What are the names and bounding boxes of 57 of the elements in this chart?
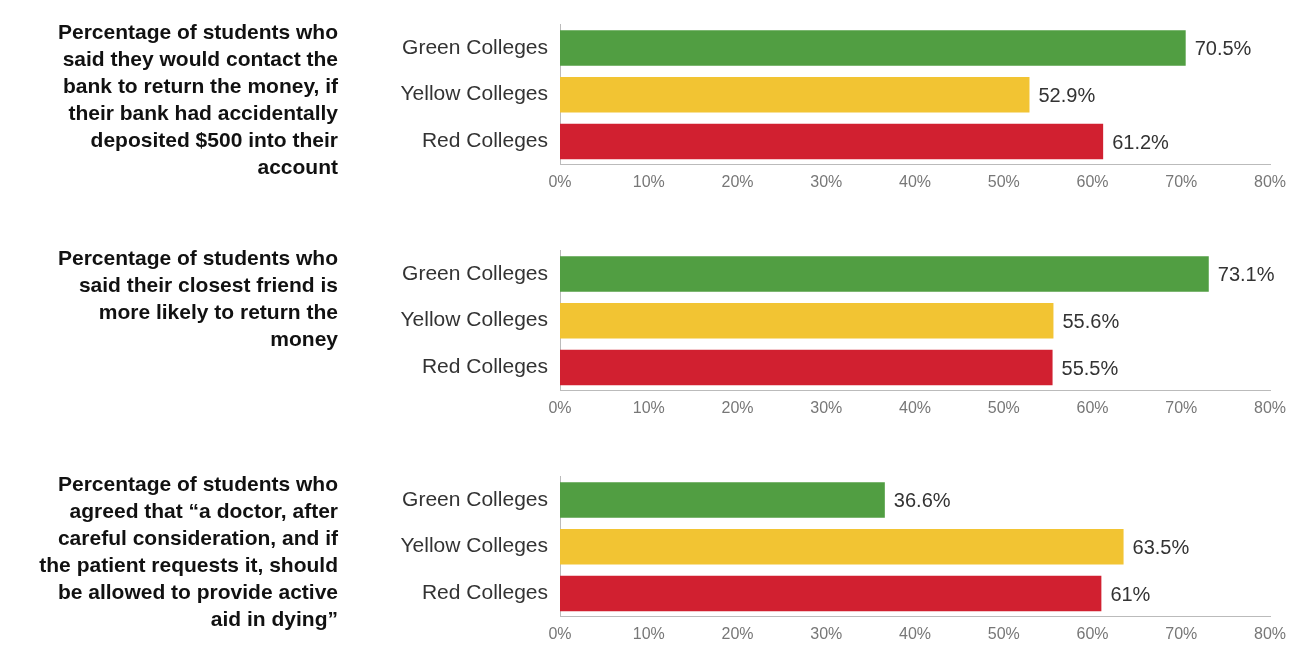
data-label: 61.2% bbox=[1112, 130, 1170, 153]
x-tick-label: 60% bbox=[1076, 172, 1109, 190]
x-tick-label: 20% bbox=[721, 398, 754, 416]
data-label: 70.5% bbox=[1194, 37, 1252, 60]
x-tick-label: 60% bbox=[1076, 624, 1109, 642]
x-tick-label: 70% bbox=[1165, 624, 1198, 642]
x-tick-label: 80% bbox=[1253, 624, 1287, 642]
bar bbox=[560, 575, 1102, 612]
y-tick-label: Red Colleges bbox=[421, 354, 548, 378]
x-tick-label: 60% bbox=[1076, 398, 1109, 416]
x-tick-label: 10% bbox=[632, 624, 665, 642]
bar bbox=[560, 123, 1104, 160]
text: Percentage of students who said they would contact the bank to return the money, if their bank had accidentally deposited $500 into their account bbox=[56, 19, 338, 180]
text: Percentage of students who said their closest friend is more likely to return the money bbox=[56, 245, 338, 352]
data-label: 63.5% bbox=[1132, 536, 1190, 559]
bar bbox=[560, 349, 1053, 386]
x-tick-label: 70% bbox=[1165, 172, 1198, 190]
x-tick-label: 40% bbox=[898, 398, 932, 416]
y-tick-label: Green Colleges bbox=[402, 34, 548, 58]
x-tick-label: 0% bbox=[548, 398, 572, 416]
x-tick-label: 30% bbox=[810, 398, 843, 416]
x-tick-label: 50% bbox=[987, 624, 1020, 642]
x-tick-label: 20% bbox=[721, 624, 754, 642]
bar bbox=[560, 76, 1030, 113]
data-label: 55.6% bbox=[1062, 310, 1120, 333]
data-label: 73.1% bbox=[1217, 263, 1275, 286]
x-tick-label: 0% bbox=[548, 624, 572, 642]
data-label: 52.9% bbox=[1038, 84, 1096, 107]
bar bbox=[560, 528, 1124, 565]
y-tick-label: Green Colleges bbox=[402, 260, 548, 284]
bar bbox=[560, 482, 885, 518]
y-tick-label: Yellow Colleges bbox=[400, 533, 548, 557]
x-tick-label: 40% bbox=[898, 624, 932, 642]
y-tick-label: Yellow Colleges bbox=[400, 307, 548, 331]
x-tick-label: 0% bbox=[548, 172, 572, 190]
data-label: 61% bbox=[1110, 582, 1151, 605]
x-tick-label: 80% bbox=[1253, 398, 1287, 416]
x-tick-label: 20% bbox=[721, 172, 754, 190]
y-tick-label: Red Colleges bbox=[421, 580, 548, 604]
data-label: 36.6% bbox=[893, 489, 951, 512]
data-label: 55.5% bbox=[1061, 356, 1119, 379]
x-tick-label: 70% bbox=[1165, 398, 1198, 416]
y-tick-label: Green Colleges bbox=[402, 486, 548, 510]
x-tick-label: 30% bbox=[810, 624, 843, 642]
bar bbox=[560, 256, 1209, 292]
text: Percentage of students who agreed that “a doctor, after careful consideration, and if the patient requests it, should be allowed to provide active aid in dying” bbox=[38, 471, 338, 632]
x-tick-label: 50% bbox=[987, 172, 1020, 190]
x-tick-label: 80% bbox=[1253, 172, 1287, 190]
x-tick-label: 10% bbox=[632, 398, 665, 416]
bar bbox=[560, 302, 1054, 339]
y-tick-label: Red Colleges bbox=[421, 128, 548, 152]
x-tick-label: 50% bbox=[987, 398, 1020, 416]
y-tick-label: Yellow Colleges bbox=[400, 81, 548, 105]
x-tick-label: 40% bbox=[898, 172, 932, 190]
x-tick-label: 10% bbox=[632, 172, 665, 190]
bar bbox=[560, 30, 1186, 66]
x-tick-label: 30% bbox=[810, 172, 843, 190]
